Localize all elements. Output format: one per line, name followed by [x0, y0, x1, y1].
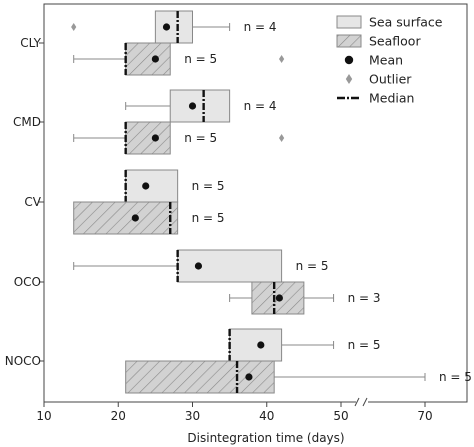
x-tick-label: 20	[111, 409, 126, 423]
x-tick-label: 70	[417, 409, 432, 423]
outlier-marker	[279, 55, 285, 63]
outlier-marker	[279, 134, 285, 142]
seafloor-box	[125, 121, 171, 155]
legend-label: Mean	[369, 53, 403, 68]
category-label: CMD	[13, 115, 41, 129]
n-label: n = 3	[348, 291, 381, 305]
n-label: n = 5	[439, 370, 472, 384]
x-axis-title: Disintegration time (days)	[187, 431, 344, 445]
legend-label: Median	[369, 91, 414, 106]
n-label: n = 4	[244, 20, 277, 34]
n-label: n = 5	[184, 131, 217, 145]
n-label: n = 5	[184, 52, 217, 66]
legend-label: Outlier	[369, 72, 412, 87]
axis-break-gap	[356, 399, 368, 406]
sea-surface-box	[125, 169, 179, 203]
mean-dot	[151, 134, 159, 142]
plot-frame	[43, 3, 468, 403]
mean-dot	[151, 55, 159, 63]
legend-swatch-mean	[344, 55, 354, 65]
category-label: NOCO	[5, 354, 41, 368]
mean-dot	[257, 341, 265, 349]
mean-dot	[142, 182, 150, 190]
mean-dot	[275, 294, 283, 302]
n-label: n = 5	[192, 211, 225, 225]
x-tick-label: 30	[185, 409, 200, 423]
sea-surface-box	[229, 328, 283, 362]
category-label: OCO	[14, 275, 41, 289]
x-tick-label: 50	[333, 409, 348, 423]
axis-break-mark	[362, 397, 368, 407]
sea-surface-box	[177, 249, 283, 283]
axis-break-mark	[354, 397, 360, 407]
x-tick-label: 40	[259, 409, 274, 423]
outlier-marker	[71, 23, 77, 31]
legend-swatch-seafloor	[336, 34, 362, 48]
n-label: n = 5	[296, 259, 329, 273]
x-tick-label: 10	[36, 409, 51, 423]
legend-label: Sea surface	[369, 15, 443, 30]
legend-swatch-sea-surface	[336, 15, 362, 29]
legend-label: Seafloor	[369, 34, 421, 49]
sea-surface-box	[154, 10, 193, 44]
category-label: CV	[24, 195, 41, 209]
mean-dot	[188, 102, 197, 110]
mean-dot	[131, 214, 139, 222]
n-label: n = 5	[348, 338, 381, 352]
mean-dot	[245, 373, 253, 381]
n-label: n = 5	[192, 179, 225, 193]
mean-dot	[194, 262, 203, 270]
legend: Sea surface Seafloor Mean Outlier Median	[336, 15, 443, 106]
seafloor-box	[125, 42, 171, 76]
mean-dot	[162, 23, 171, 31]
category-label: CLY	[20, 36, 41, 50]
sea-surface-box	[169, 89, 231, 123]
n-label: n = 4	[244, 99, 277, 113]
legend-swatch-outlier	[345, 74, 353, 84]
seafloor-box	[73, 201, 179, 235]
